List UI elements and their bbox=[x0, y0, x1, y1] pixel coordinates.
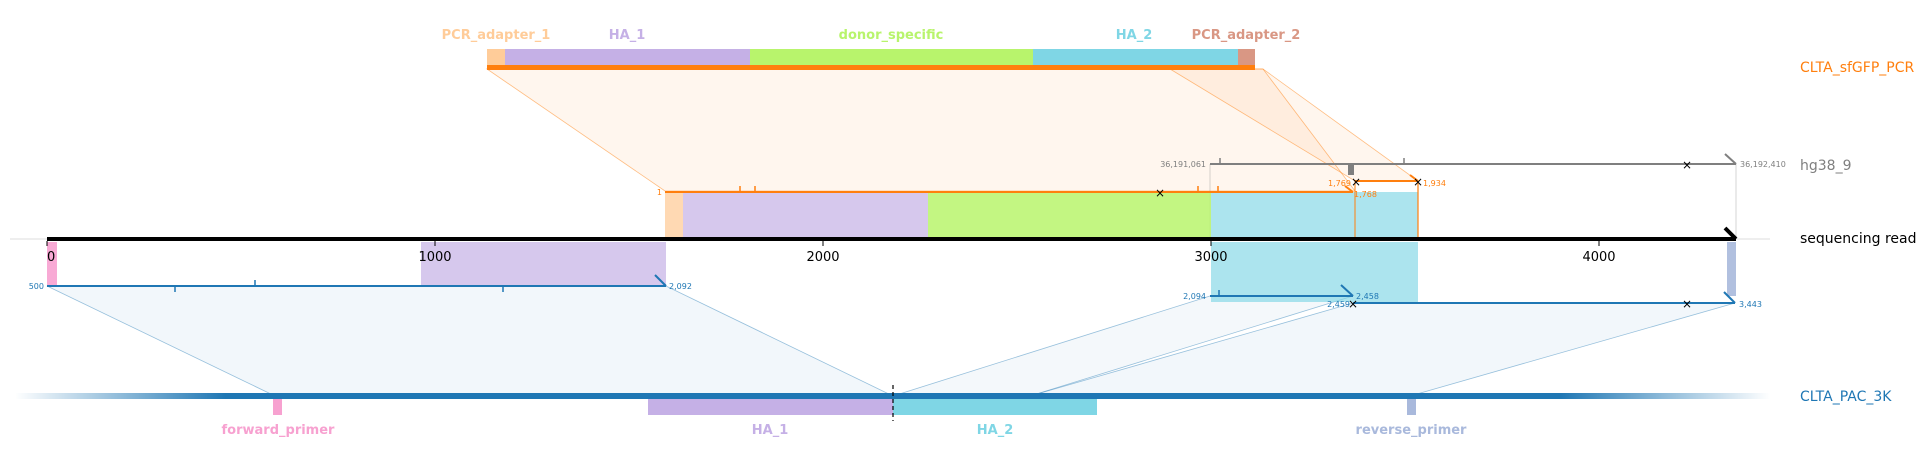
read-donor-specific-block bbox=[928, 192, 1211, 238]
pcr-alignment-b-arrow bbox=[1409, 174, 1419, 182]
pcr-b-end-coord: 1,934 bbox=[1423, 179, 1446, 188]
read-ha-2-lower-block bbox=[1211, 242, 1418, 302]
pcr-product-bar bbox=[487, 65, 1255, 70]
pac-b-end-coord: 2,458 bbox=[1356, 292, 1379, 301]
read-ha-1-upper-block bbox=[683, 192, 928, 238]
pac-c-end-coord: 3,443 bbox=[1739, 300, 1762, 309]
donor-specific-label: donor_specific bbox=[839, 28, 944, 43]
ha-1-bottom-block bbox=[648, 399, 893, 415]
ha-1-top-label: HA_1 bbox=[609, 28, 646, 43]
hg38-arrow-end bbox=[1724, 153, 1737, 165]
ha-1-bottom-label: HA_1 bbox=[752, 423, 789, 438]
reverse-primer-label: reverse_primer bbox=[1356, 423, 1468, 438]
read-ha-2-upper-block bbox=[1211, 192, 1418, 238]
read-axis-tick-label: 4000 bbox=[1582, 250, 1615, 265]
read-axis-tick-label: 3000 bbox=[1194, 250, 1227, 265]
read-axis-tick-label: 2000 bbox=[806, 250, 839, 265]
pcr-a-end-coord: 1,768 bbox=[1354, 190, 1377, 199]
reverse-primer-block bbox=[1407, 399, 1416, 415]
ha-1-top-block bbox=[505, 49, 750, 65]
sequencing-read-arrow bbox=[1723, 226, 1738, 241]
hg38-cut-marker bbox=[1348, 165, 1354, 175]
read-axis-tick-label: 1000 bbox=[418, 250, 451, 265]
track-label-read: sequencing read bbox=[1800, 231, 1916, 247]
read-reverse-primer-block bbox=[1727, 242, 1736, 296]
forward-primer-label: forward_primer bbox=[222, 423, 336, 438]
pcr-b-mismatch-2: × bbox=[1413, 175, 1423, 189]
pac-c-mismatch-2: × bbox=[1682, 297, 1692, 311]
pac-alignment-connector-a bbox=[46, 285, 894, 397]
pac-b-start-coord: 2,094 bbox=[1183, 292, 1206, 301]
pcr-alignment-a-arrow bbox=[1344, 185, 1354, 193]
track-label-hg38: hg38_9 bbox=[1800, 158, 1851, 174]
pcr-a-mismatch: × bbox=[1155, 186, 1165, 200]
ha-2-top-block bbox=[1033, 49, 1238, 65]
forward-primer-block bbox=[273, 399, 282, 415]
pac-c-mismatch-1: × bbox=[1348, 297, 1358, 311]
donor-specific-block bbox=[750, 49, 1033, 65]
pac-a-start-coord: 500 bbox=[29, 282, 44, 291]
pcr-adapter-1-label: PCR_adapter_1 bbox=[442, 28, 551, 43]
track-label-pcr: CLTA_sfGFP_PCR bbox=[1800, 60, 1914, 76]
read-axis-ticks: 0 1000 2000 3000 4000 bbox=[46, 241, 1616, 265]
pcr-b-start-coord: 1,769 bbox=[1328, 179, 1351, 188]
read-forward-primer-block bbox=[47, 242, 57, 286]
pcr-b-mismatch-1: × bbox=[1351, 175, 1361, 189]
pac-c-start-coord: 2,459 bbox=[1327, 300, 1350, 309]
pcr-a-start-coord: 1 bbox=[657, 188, 662, 197]
pcr-adapter-2-label: PCR_adapter_2 bbox=[1192, 28, 1301, 43]
hg38-start-coord: 36,191,061 bbox=[1160, 160, 1206, 169]
ha-2-bottom-block bbox=[893, 399, 1097, 415]
hg38-mismatch-1: × bbox=[1682, 158, 1692, 172]
pac-a-end-coord: 2,092 bbox=[669, 282, 692, 291]
ha-2-bottom-label: HA_2 bbox=[977, 423, 1014, 438]
hg38-end-coord: 36,192,410 bbox=[1740, 160, 1786, 169]
ha-2-top-label: HA_2 bbox=[1116, 28, 1153, 43]
pac-alignment-a-arrow bbox=[654, 274, 667, 287]
pac-alignment-b-arrow bbox=[1340, 284, 1354, 297]
read-axis-tick-label: 0 bbox=[47, 250, 55, 265]
pac-alignment-c-arrow bbox=[1723, 291, 1736, 304]
track-label-pac: CLTA_PAC_3K bbox=[1800, 389, 1892, 405]
read-ha-1-lower-block bbox=[421, 242, 666, 286]
read-pcr-adapter-1-block bbox=[665, 192, 683, 238]
pcr-adapter-1-block bbox=[487, 49, 505, 65]
pcr-adapter-2-block bbox=[1238, 49, 1255, 65]
